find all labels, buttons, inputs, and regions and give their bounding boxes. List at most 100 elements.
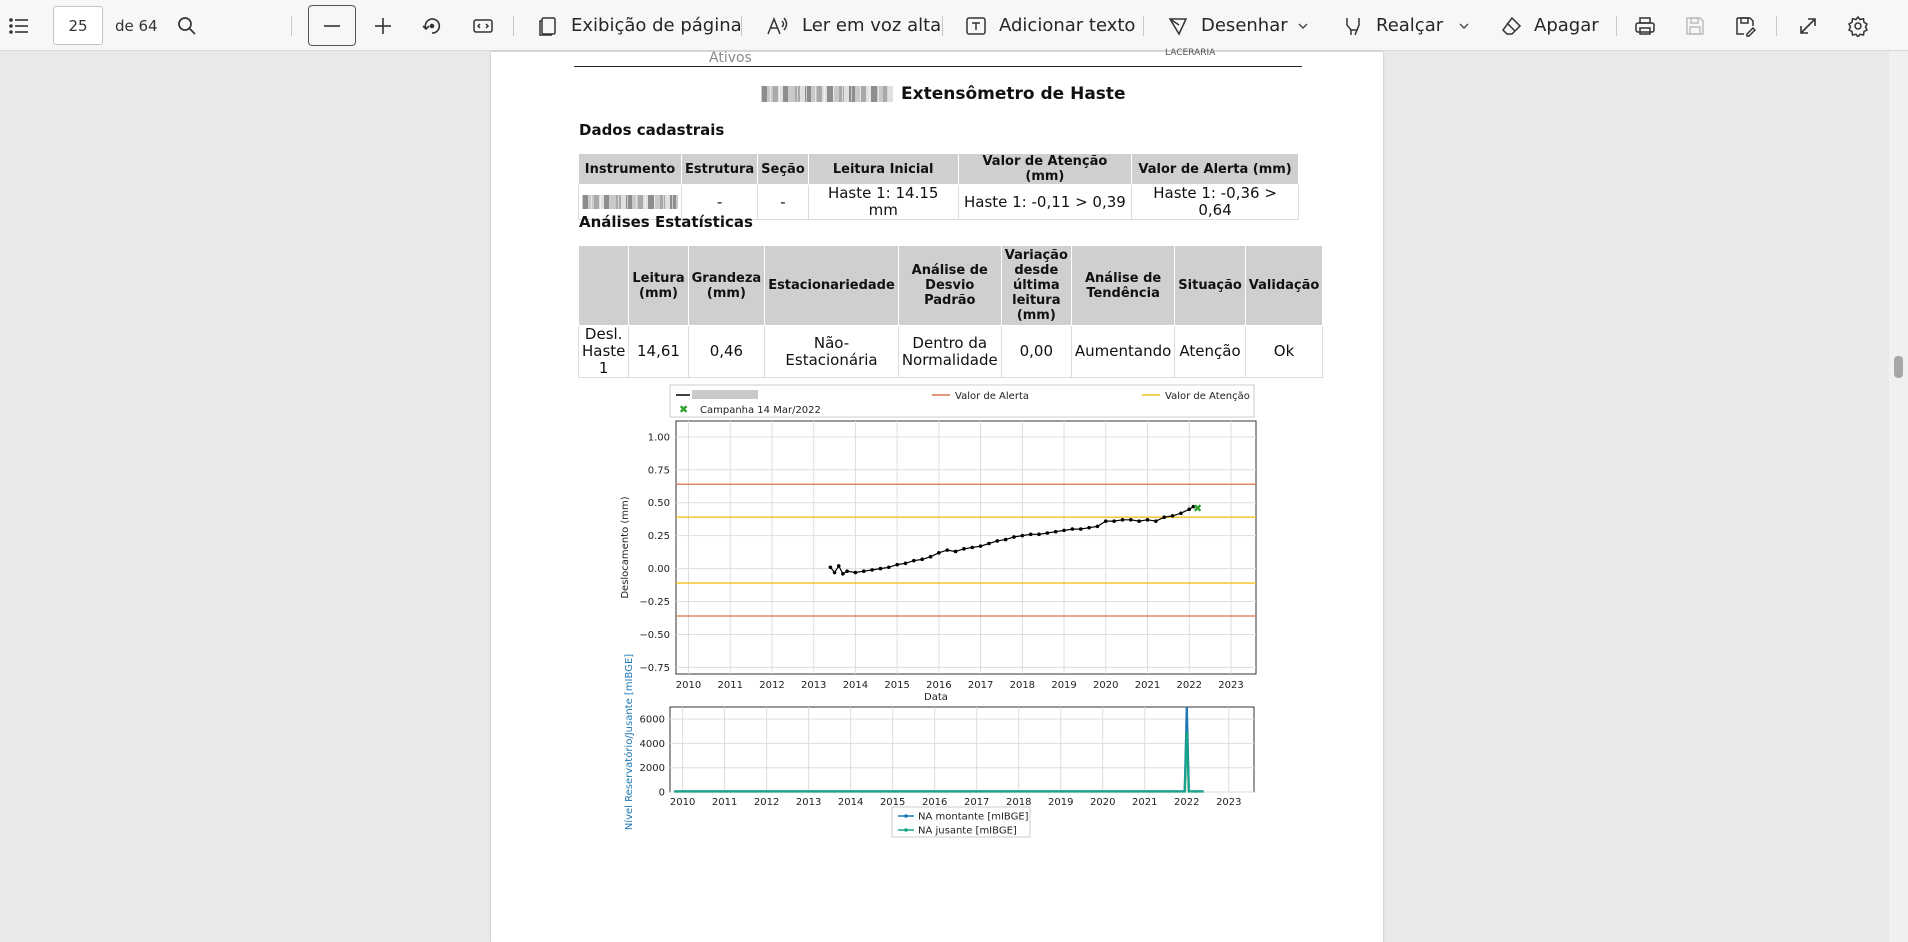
y-tick-label: 6000	[640, 715, 665, 726]
page-number-input[interactable]: 25	[53, 6, 103, 45]
page-view-button[interactable]: Exibição de página	[537, 0, 742, 51]
x-tick-label: 2014	[843, 680, 868, 691]
vertical-scrollbar[interactable]	[1889, 51, 1908, 942]
page-view-icon	[539, 16, 556, 36]
toolbar-divider	[291, 16, 292, 36]
table-header: Leitura Inicial	[807, 153, 959, 185]
table-cell: Haste 1: -0,36 > 0,64	[1131, 184, 1299, 220]
x-tick-label: 2018	[1006, 797, 1031, 808]
data-point	[1037, 532, 1041, 537]
draw-button[interactable]: Desenhar	[1167, 0, 1288, 51]
x-tick-label: 2023	[1216, 797, 1241, 808]
x-tick-label: 2019	[1048, 797, 1073, 808]
print-icon[interactable]	[1634, 0, 1656, 51]
x-tick-label: 2020	[1093, 680, 1118, 691]
x-tick-label: 2012	[754, 797, 779, 808]
fullscreen-icon[interactable]	[1797, 0, 1819, 51]
save-icon	[1684, 0, 1706, 51]
erase-icon	[1502, 16, 1522, 35]
highlight-options-chevron-down-icon[interactable]	[1457, 0, 1471, 51]
toolbar-divider	[741, 16, 742, 36]
toolbar-divider	[1143, 16, 1144, 36]
erase-label: Apagar	[1534, 15, 1599, 36]
toolbar-divider	[1616, 16, 1617, 36]
highlight-button[interactable]: Realçar	[1342, 0, 1443, 51]
x-tick-label: 2020	[1090, 797, 1115, 808]
table-cell: 14,61	[628, 325, 689, 378]
x-tick-label: 2021	[1135, 680, 1160, 691]
save-as-icon[interactable]	[1734, 0, 1756, 51]
fit-width-icon[interactable]	[472, 0, 494, 51]
secondary-plot-area	[669, 706, 1255, 793]
x-tick-label: 2017	[968, 680, 993, 691]
legend-marker-dot	[904, 814, 908, 818]
x-tick-label: 2019	[1051, 680, 1076, 691]
y-tick-label: 0.75	[648, 465, 670, 476]
data-point	[1045, 531, 1050, 535]
table-header: Valor de Alerta (mm)	[1131, 153, 1299, 185]
legend-marker-dot	[904, 828, 908, 832]
page-count-label: de 64	[115, 16, 158, 35]
y-tick-label: 2000	[640, 763, 665, 774]
add-text-button[interactable]: Adicionar texto	[965, 0, 1135, 51]
x-tick-label: 2018	[1010, 680, 1035, 691]
document-title: Extensômetro de Haste	[761, 84, 1126, 104]
settings-icon[interactable]	[1847, 0, 1869, 51]
y-tick-label: −0.50	[639, 630, 670, 641]
table-row: - - Haste 1: 14.15 mm Haste 1: -0,11 > 0…	[578, 184, 1299, 220]
data-point	[845, 569, 849, 574]
table-header: Análise de Tendência	[1070, 245, 1176, 326]
x-tick-label: 2016	[926, 680, 951, 691]
read-aloud-button[interactable]: Ler em voz alta	[766, 0, 941, 51]
add-text-label: Adicionar texto	[999, 15, 1136, 36]
erase-button[interactable]: Apagar	[1500, 0, 1599, 51]
data-point	[970, 545, 975, 550]
zoom-out-icon	[324, 24, 340, 27]
zoom-in-icon[interactable]	[372, 0, 394, 51]
x-tick-label: 2011	[718, 680, 743, 691]
table-cell: -	[680, 184, 759, 220]
contents-icon[interactable]	[8, 0, 30, 51]
x-tick-label: 2022	[1174, 797, 1199, 808]
data-point	[841, 572, 845, 576]
table-header: Instrumento	[578, 153, 682, 185]
x-tick-label: 2013	[796, 797, 821, 808]
data-point	[1162, 515, 1167, 519]
legend-label-attention: Valor de Atenção	[1165, 391, 1250, 402]
x-tick-label: 2012	[759, 680, 784, 691]
draw-options-chevron-down-icon[interactable]	[1296, 0, 1310, 51]
x-axis-label: Data	[924, 692, 948, 703]
data-point	[1154, 519, 1158, 523]
zoom-out-button[interactable]	[308, 5, 356, 46]
table-header: Leitura (mm)	[628, 245, 689, 326]
data-point	[1187, 507, 1192, 512]
data-point	[945, 548, 950, 552]
data-point	[1012, 535, 1016, 539]
table-header: Seção	[757, 153, 809, 185]
read-aloud-label: Ler em voz alta	[802, 15, 942, 36]
toolbar-divider	[1776, 16, 1777, 36]
data-point	[1137, 519, 1141, 523]
table-header	[577, 245, 630, 326]
highlight-icon	[1346, 17, 1360, 35]
scrollbar-thumb[interactable]	[1894, 356, 1903, 378]
campaign-point: ✖	[1193, 502, 1202, 515]
table-cell: Haste 1: -0,11 > 0,39	[957, 184, 1133, 220]
data-point	[836, 564, 841, 568]
data-point	[878, 566, 883, 571]
rotate-icon[interactable]	[421, 0, 443, 51]
search-icon[interactable]	[176, 0, 198, 51]
table-cell: Atenção	[1174, 325, 1246, 378]
data-point	[1053, 529, 1058, 534]
y-tick-label: 1.00	[648, 432, 670, 443]
data-point	[828, 565, 833, 570]
table-cell: Não-Estacionária	[764, 325, 899, 378]
data-point	[1145, 518, 1150, 522]
data-point	[1070, 527, 1075, 531]
add-text-icon	[966, 16, 986, 35]
read-aloud-icon	[767, 16, 788, 34]
data-point	[978, 544, 983, 548]
redacted-instrument-name	[761, 86, 893, 102]
data-point	[1170, 514, 1175, 518]
x-tick-label: 2014	[838, 797, 863, 808]
